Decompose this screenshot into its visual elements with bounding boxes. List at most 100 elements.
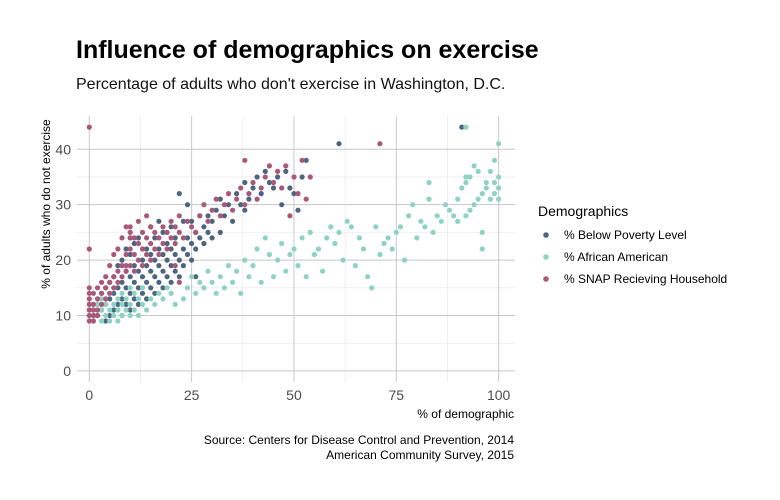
data-point-series-1 xyxy=(176,274,182,280)
data-point-series-2 xyxy=(406,213,412,219)
data-point-series-2 xyxy=(332,240,338,247)
data-point-series-3 xyxy=(152,229,158,235)
data-point-series-2 xyxy=(127,312,133,319)
data-point-series-1 xyxy=(131,296,137,302)
data-point-series-3 xyxy=(119,274,125,280)
data-point-series-1 xyxy=(279,202,285,208)
data-point-series-2 xyxy=(266,251,272,258)
data-point-series-2 xyxy=(135,296,141,302)
data-point-series-1 xyxy=(144,279,150,285)
data-point-series-1 xyxy=(209,218,215,224)
data-point-series-3 xyxy=(86,296,92,302)
x-tick-label: 0 xyxy=(85,387,93,403)
data-point-series-3 xyxy=(279,185,285,191)
data-point-series-1 xyxy=(148,285,154,291)
data-point-series-3 xyxy=(164,246,170,252)
y-tick-label: 0 xyxy=(63,363,71,379)
data-point-series-2 xyxy=(459,185,465,191)
x-tick-label: 75 xyxy=(389,387,405,403)
data-point-series-3 xyxy=(90,307,96,313)
data-point-series-1 xyxy=(148,251,154,258)
data-point-series-2 xyxy=(225,263,232,269)
data-point-series-2 xyxy=(156,290,162,296)
data-point-series-3 xyxy=(119,263,125,269)
data-point-series-3 xyxy=(172,263,178,269)
data-point-series-1 xyxy=(184,202,191,208)
data-point-series-1 xyxy=(144,246,150,252)
data-point-series-1 xyxy=(135,301,141,307)
data-point-series-2 xyxy=(414,235,420,241)
data-point-series-1 xyxy=(270,185,277,191)
data-point-series-2 xyxy=(324,235,330,241)
data-point-series-3 xyxy=(99,301,105,307)
data-point-series-3 xyxy=(135,257,141,263)
data-point-series-2 xyxy=(283,268,289,274)
data-point-series-2 xyxy=(99,296,105,302)
data-point-series-2 xyxy=(340,257,346,263)
data-point-series-2 xyxy=(131,307,137,313)
data-point-series-1 xyxy=(127,274,133,280)
data-point-series-1 xyxy=(262,168,268,174)
data-point-series-3 xyxy=(131,268,137,274)
data-point-series-2 xyxy=(356,235,362,241)
data-point-series-2 xyxy=(275,257,281,263)
data-point-series-2 xyxy=(111,301,117,307)
data-point-series-2 xyxy=(152,301,158,307)
data-point-series-2 xyxy=(352,263,358,269)
data-point-series-3 xyxy=(86,246,92,252)
data-point-series-2 xyxy=(172,301,178,307)
data-point-series-2 xyxy=(123,296,129,302)
data-point-series-3 xyxy=(217,213,223,219)
data-point-series-2 xyxy=(377,251,383,258)
y-tick-label: 40 xyxy=(55,141,71,157)
data-point-series-2 xyxy=(295,263,301,269)
data-point-series-1 xyxy=(156,263,162,269)
data-point-series-1 xyxy=(205,229,211,235)
data-point-series-3 xyxy=(176,213,182,219)
data-point-series-2 xyxy=(168,290,174,296)
data-point-series-3 xyxy=(86,307,92,313)
data-point-series-1 xyxy=(152,274,158,280)
data-point-series-3 xyxy=(176,279,182,285)
data-point-series-2 xyxy=(438,218,444,224)
data-point-series-1 xyxy=(176,257,182,263)
legend-label-3: % SNAP Recieving Household xyxy=(564,272,727,286)
data-point-series-2 xyxy=(471,202,477,208)
data-point-series-2 xyxy=(467,174,473,180)
data-point-series-1 xyxy=(230,218,236,224)
data-point-series-2 xyxy=(479,229,485,235)
data-point-series-2 xyxy=(160,296,166,302)
data-point-series-1 xyxy=(189,240,195,247)
data-point-series-1 xyxy=(189,257,195,263)
data-point-series-2 xyxy=(446,207,453,213)
data-point-series-3 xyxy=(139,229,146,235)
data-point-series-2 xyxy=(217,274,223,280)
data-point-series-1 xyxy=(275,174,281,180)
data-point-series-2 xyxy=(139,285,146,291)
data-point-series-3 xyxy=(127,229,133,235)
data-point-series-3 xyxy=(131,235,137,241)
data-point-series-2 xyxy=(127,301,133,307)
data-point-series-1 xyxy=(266,179,272,186)
data-point-series-2 xyxy=(479,191,485,197)
data-point-series-3 xyxy=(123,263,129,269)
data-point-series-2 xyxy=(115,296,121,302)
data-point-series-3 xyxy=(156,235,162,241)
data-point-series-3 xyxy=(246,191,252,197)
data-point-series-1 xyxy=(189,218,195,224)
data-point-series-3 xyxy=(103,274,109,280)
data-point-series-3 xyxy=(303,196,309,202)
data-point-series-3 xyxy=(184,218,191,224)
data-point-series-3 xyxy=(221,202,227,208)
data-point-series-1 xyxy=(242,179,248,186)
data-point-series-3 xyxy=(172,240,178,247)
data-point-series-3 xyxy=(135,218,141,224)
data-point-series-2 xyxy=(234,268,240,274)
data-point-series-3 xyxy=(103,285,109,291)
data-point-series-2 xyxy=(189,274,195,280)
data-point-series-2 xyxy=(483,185,489,191)
data-point-series-1 xyxy=(193,246,199,252)
data-point-series-3 xyxy=(160,224,166,230)
data-point-series-1 xyxy=(234,191,240,197)
data-points xyxy=(86,124,502,324)
